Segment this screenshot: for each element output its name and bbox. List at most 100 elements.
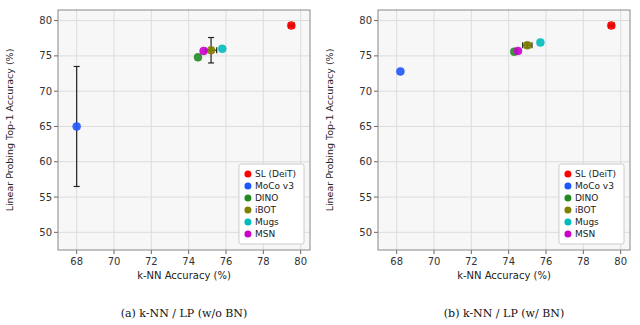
legend-label: MoCo v3 <box>575 181 614 191</box>
tick-mark <box>54 161 58 162</box>
tick-label: 72 <box>145 256 158 267</box>
legend: SL (DeiT) MoCo v3 DINO iBOT Mugs MSN <box>559 164 624 244</box>
legend-marker <box>564 195 571 202</box>
grid-line <box>151 10 152 250</box>
grid-line <box>58 91 310 92</box>
tick-mark <box>54 91 58 92</box>
error-cap <box>208 62 214 63</box>
grid-line <box>434 10 435 250</box>
legend-item: SL (DeiT) <box>244 169 296 179</box>
legend-label: SL (DeiT) <box>255 169 296 179</box>
caption: (b) k-NN / LP (w/ BN) <box>444 307 564 320</box>
legend-label: MSN <box>255 229 275 239</box>
tick-label: 80 <box>359 15 372 26</box>
point <box>396 67 404 75</box>
tick-label: 60 <box>39 156 52 167</box>
legend-label: DINO <box>575 193 598 203</box>
tick-mark <box>396 250 397 254</box>
legend-marker <box>244 219 251 226</box>
grid-line <box>378 55 630 56</box>
point <box>523 41 531 49</box>
tick-mark <box>76 250 77 254</box>
tick-mark <box>471 250 472 254</box>
plot-area <box>378 10 630 250</box>
y-error-bar <box>208 38 214 63</box>
legend-item: MSN <box>244 229 275 239</box>
grid-line <box>58 161 310 162</box>
point <box>607 22 615 30</box>
plot-area <box>58 10 310 250</box>
legend-item: MoCo v3 <box>244 181 293 191</box>
legend-item: Mugs <box>244 217 279 227</box>
tick-label: 76 <box>220 256 233 267</box>
legend-label: iBOT <box>575 205 597 215</box>
grid-line <box>471 10 472 250</box>
tick-label: 68 <box>390 256 403 267</box>
legend-marker <box>564 207 571 214</box>
legend-item: SL (DeiT) <box>564 169 616 179</box>
tick-mark <box>374 232 378 233</box>
grid <box>58 10 310 250</box>
tick-mark <box>546 250 547 254</box>
tick-label: 75 <box>359 50 372 61</box>
tick-label: 55 <box>39 192 52 203</box>
tick-label: 70 <box>428 256 441 267</box>
tick-label: 80 <box>614 256 627 267</box>
tick-label: 72 <box>465 256 478 267</box>
legend-marker <box>564 171 571 178</box>
tick-label: 65 <box>359 121 372 132</box>
point <box>207 46 215 54</box>
legend-item: Mugs <box>564 217 599 227</box>
x-axis-label: k-NN Accuracy (%) <box>457 270 551 281</box>
legend-label: iBOT <box>255 205 277 215</box>
legend-marker <box>244 171 251 178</box>
grid-line <box>58 20 310 21</box>
error-cap <box>208 37 214 38</box>
point <box>73 122 81 130</box>
tick-label: 68 <box>70 256 83 267</box>
legend-label: MSN <box>575 229 595 239</box>
tick-label: 75 <box>39 50 52 61</box>
tick-label: 70 <box>39 86 52 97</box>
grid-line <box>378 161 630 162</box>
legend-marker <box>244 231 251 238</box>
legend-item: iBOT <box>244 205 276 215</box>
plot-frame <box>378 10 630 250</box>
tick-mark <box>508 250 509 254</box>
error-cap <box>74 186 80 187</box>
y-axis-label: Linear Probing Top-1 Accuracy (%) <box>324 49 335 212</box>
tick-mark <box>374 197 378 198</box>
legend-item: DINO <box>564 193 598 203</box>
tick-label: 70 <box>359 86 372 97</box>
tick-mark <box>434 250 435 254</box>
tick-mark <box>54 126 58 127</box>
legend-item: MoCo v3 <box>564 181 613 191</box>
tick-mark <box>374 126 378 127</box>
legend-box <box>559 164 624 244</box>
grid-line <box>378 91 630 92</box>
tick-label: 80 <box>294 256 307 267</box>
x-error-bar <box>523 42 532 48</box>
figure: 68 70 72 74 76 78 80 50 55 60 65 70 75 80 k-NN Accurac… <box>0 0 640 325</box>
legend-marker <box>244 183 251 190</box>
point <box>200 47 208 55</box>
tick-mark <box>114 250 115 254</box>
legend-item: MSN <box>564 229 595 239</box>
tick-label: 78 <box>257 256 270 267</box>
tick-label: 74 <box>182 256 195 267</box>
tick-label: 70 <box>108 256 121 267</box>
tick-label: 60 <box>359 156 372 167</box>
legend-marker <box>244 195 251 202</box>
tick-mark <box>54 55 58 56</box>
tick-mark <box>54 197 58 198</box>
grid-line <box>226 10 227 250</box>
tick-mark <box>583 250 584 254</box>
marks <box>73 22 296 187</box>
grid-line <box>396 10 397 250</box>
tick-label: 65 <box>39 121 52 132</box>
tick-mark <box>374 161 378 162</box>
grid-line <box>546 10 547 250</box>
panel: 6870727476788050556065707580k-NN Accurac… <box>4 10 310 320</box>
tick-label: 50 <box>39 227 52 238</box>
tick-mark <box>263 250 264 254</box>
